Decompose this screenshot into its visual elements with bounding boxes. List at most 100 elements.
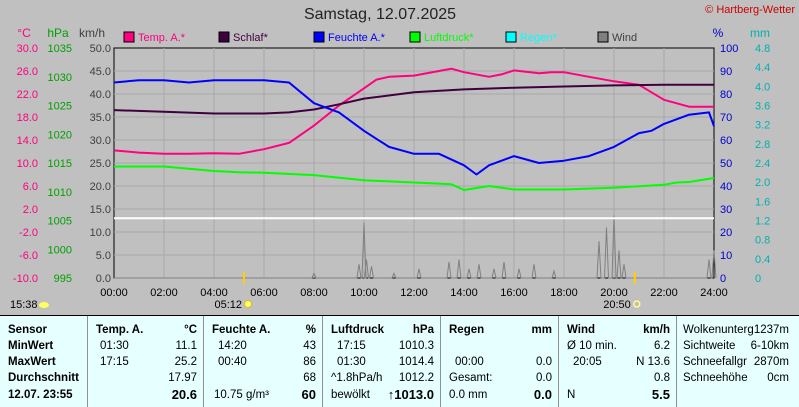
- percent-axis-tick: 0: [720, 273, 726, 285]
- temp-min: 11.1: [175, 340, 197, 352]
- luftdruck-min-time: 17:15: [337, 340, 366, 352]
- kmh-axis-tick: 35.0: [90, 112, 111, 124]
- chart-title: Samstag, 12.07.2025: [303, 6, 457, 23]
- luftdruck-current: ↑1013.0: [387, 387, 434, 402]
- mm-axis-tick: 0: [755, 273, 761, 285]
- percent-axis-tick: 20: [720, 227, 732, 239]
- regen-max-time: 00:00: [455, 356, 484, 368]
- temp-line: [113, 67, 714, 155]
- percent-axis-tick: 60: [720, 135, 732, 147]
- snowdepth-label: Schneehöhe: [683, 372, 748, 384]
- visibility: 6-10km: [750, 340, 789, 352]
- percent-axis-tick: 30: [720, 204, 732, 216]
- luftdruck-avg: 1012.2: [398, 372, 434, 384]
- x-tick: 02:00: [150, 287, 178, 299]
- hpa-axis-tick: 1030: [48, 72, 72, 84]
- mm-axis-tick: 1.6: [755, 196, 770, 208]
- row-label-avg: Durchschnitt: [8, 372, 79, 384]
- snowdepth: 0cm: [767, 372, 789, 384]
- stats-table: Sensor MinWert MaxWert Durchschnitt 12.0…: [0, 315, 799, 407]
- mm-axis-tick: 2.0: [755, 177, 770, 189]
- x-tick: 24:00: [700, 287, 728, 299]
- moon-icon: [633, 300, 641, 308]
- kmh-axis-tick: 20.0: [90, 181, 111, 193]
- mm-axis-tick: 1.2: [755, 216, 770, 228]
- luftdruck-min: 1010.3: [398, 340, 434, 352]
- x-tick: 12:00: [400, 287, 428, 299]
- temp-axis-tick: 10.0: [17, 158, 38, 170]
- mm-unit-label: mm: [750, 26, 770, 40]
- luftdruck-max-time: 01:30: [337, 356, 366, 368]
- temp-axis-tick: 22.0: [17, 89, 38, 101]
- x-tick: 18:00: [550, 287, 578, 299]
- regen-header: Regen: [449, 324, 485, 336]
- kmh-axis-tick: 50.0: [90, 43, 111, 55]
- mm-axis-tick: 3.6: [755, 101, 770, 113]
- x-tick: 20:00: [600, 287, 628, 299]
- temp-axis-tick: 2.0: [23, 204, 38, 216]
- sunrise-icon: [244, 300, 252, 308]
- weather-chart: 30.0 26.0 22.0 18.0 14.0 10.0 6.0 2.0 -2.0 -6.0 -1…: [10, 26, 770, 311]
- legend-swatch: [505, 31, 517, 43]
- current-time: 15:38: [10, 299, 38, 311]
- temp-axis-tick: 18.0: [17, 112, 38, 124]
- cloud-base: 1237m: [753, 324, 789, 336]
- legend-label: Wind: [612, 32, 637, 44]
- x-tick: 16:00: [500, 287, 528, 299]
- percent-unit-label: %: [713, 26, 724, 40]
- wind-unit: km/h: [643, 324, 670, 336]
- regen-current: 0.0: [533, 387, 552, 402]
- temp-axis-tick: 14.0: [17, 135, 38, 147]
- col-wind: Wind km/h Ø 10 min. 6.2 20:05 N 13.6 0.8 N 5…: [559, 316, 677, 407]
- percent-axis-tick: 40: [720, 181, 732, 193]
- row-label-min: MinWert: [8, 340, 54, 352]
- schlaf-line: [113, 83, 714, 115]
- weather-icon: [39, 302, 49, 308]
- luftdruck-unit: hPa: [412, 324, 434, 336]
- regen-rate: 0.0 mm: [449, 389, 488, 401]
- luftdruck-max: 1014.4: [398, 356, 434, 368]
- kmh-axis-tick: 25.0: [90, 158, 111, 170]
- temp-max: 25.2: [174, 356, 197, 368]
- temp-axis-tick: -2.0: [19, 227, 38, 239]
- hpa-unit-label: hPa: [47, 26, 69, 40]
- col-regen: Regen mm 00:00 0.0 Gesamt: 0.0 0.0 mm 0.0: [441, 316, 559, 407]
- legend-label: Schlaf*: [233, 32, 269, 44]
- sunrise-time: 05:12: [214, 299, 242, 311]
- percent-axis-tick: 100: [720, 43, 738, 55]
- wind-max: N 13.6: [636, 356, 670, 368]
- hpa-axis-tick: 1035: [48, 43, 72, 55]
- kmh-axis-tick: 10.0: [90, 227, 111, 239]
- legend-swatch: [409, 31, 421, 43]
- legend-swatch: [597, 31, 609, 43]
- wind-avg-label: Ø 10 min.: [567, 340, 617, 352]
- mm-axis-tick: 2.8: [755, 139, 770, 151]
- sunset-time: 20:50: [603, 299, 631, 311]
- mm-axis-tick: 4.4: [755, 62, 770, 74]
- regen-total: 0.0: [536, 372, 552, 384]
- feuchte-abs: 10.75 g/m³: [214, 389, 269, 401]
- row-label-max: MaxWert: [8, 356, 56, 368]
- col-extra: Wolkenunterg 1237m Sichtweite 6-10km Schne…: [677, 316, 799, 407]
- wind-current: 5.5: [651, 387, 670, 402]
- feuchte-header: Feuchte A.: [212, 324, 271, 336]
- percent-axis-tick: 50: [720, 158, 732, 170]
- kmh-axis-tick: 30.0: [90, 135, 111, 147]
- legend-label: Feuchte A.*: [328, 32, 386, 44]
- temp-axis-tick: 30.0: [17, 43, 38, 55]
- hpa-axis-tick: 1015: [48, 158, 72, 170]
- hpa-axis-tick: 1025: [48, 101, 72, 113]
- kmh-axis-tick: 5.0: [96, 250, 111, 262]
- legend-swatch: [313, 31, 325, 43]
- temp-min-time: 01:30: [100, 340, 129, 352]
- mm-axis-tick: 2.4: [755, 158, 770, 170]
- legend-swatch: [123, 31, 135, 43]
- mm-axis-tick: 0.4: [755, 254, 770, 266]
- row-label-current: 12.07. 23:55: [8, 389, 73, 401]
- luftdruck-trend: ^1.8hPa/h: [331, 372, 383, 384]
- x-tick: 06:00: [250, 287, 278, 299]
- x-tick: 08:00: [300, 287, 328, 299]
- feuchte-line: [113, 79, 715, 176]
- temp-axis-tick: 6.0: [23, 181, 38, 193]
- regen-max: 0.0: [536, 356, 552, 368]
